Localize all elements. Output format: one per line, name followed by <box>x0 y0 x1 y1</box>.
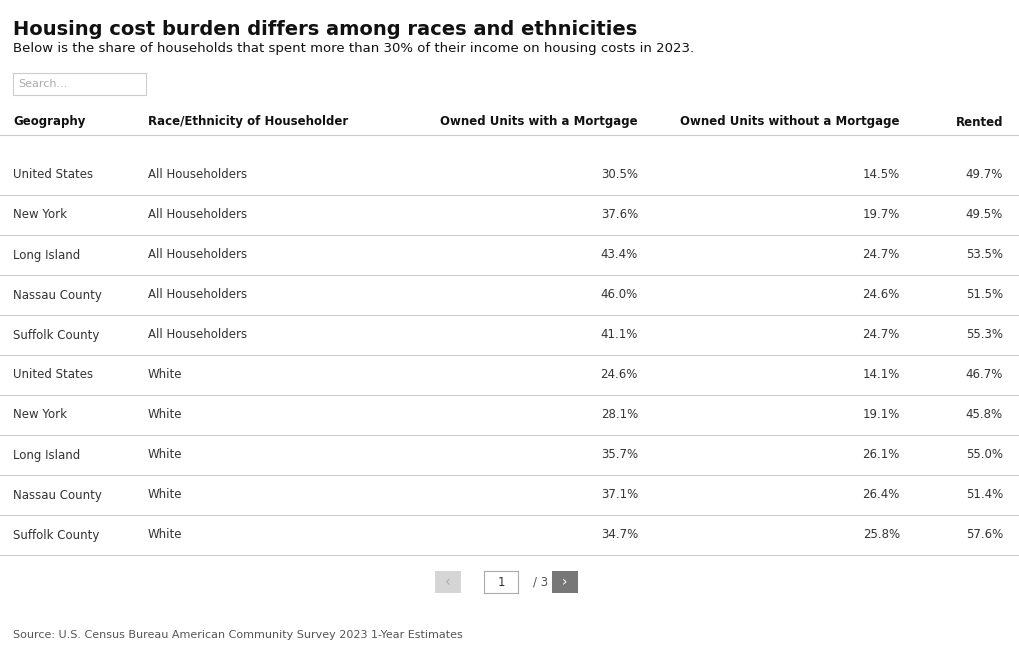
Text: / 3: / 3 <box>533 576 547 588</box>
Text: Nassau County: Nassau County <box>13 489 102 502</box>
Text: 14.5%: 14.5% <box>862 168 899 181</box>
Text: 57.6%: 57.6% <box>965 529 1002 542</box>
Text: Owned Units without a Mortgage: Owned Units without a Mortgage <box>680 115 899 128</box>
Text: White: White <box>148 449 182 462</box>
Text: 41.1%: 41.1% <box>600 329 637 341</box>
Text: 24.7%: 24.7% <box>862 329 899 341</box>
Text: 14.1%: 14.1% <box>862 369 899 381</box>
Text: United States: United States <box>13 369 93 381</box>
Text: 51.4%: 51.4% <box>965 489 1002 502</box>
Text: All Householders: All Householders <box>148 248 247 261</box>
Text: 26.4%: 26.4% <box>862 489 899 502</box>
Text: ›: › <box>561 575 568 589</box>
Text: 37.6%: 37.6% <box>600 208 637 221</box>
Text: Search...: Search... <box>18 79 67 89</box>
Text: 26.1%: 26.1% <box>862 449 899 462</box>
Text: White: White <box>148 369 182 381</box>
Text: 49.5%: 49.5% <box>965 208 1002 221</box>
Text: 46.0%: 46.0% <box>600 288 637 301</box>
Text: New York: New York <box>13 208 67 221</box>
Text: United States: United States <box>13 168 93 181</box>
Text: 19.7%: 19.7% <box>862 208 899 221</box>
Text: White: White <box>148 529 182 542</box>
Text: 45.8%: 45.8% <box>965 409 1002 422</box>
Text: New York: New York <box>13 409 67 422</box>
Text: 24.7%: 24.7% <box>862 248 899 261</box>
Text: Long Island: Long Island <box>13 449 81 462</box>
Text: Geography: Geography <box>13 115 86 128</box>
Text: Nassau County: Nassau County <box>13 288 102 301</box>
Text: Below is the share of households that spent more than 30% of their income on hou: Below is the share of households that sp… <box>13 42 694 55</box>
Text: 55.3%: 55.3% <box>965 329 1002 341</box>
Text: All Householders: All Householders <box>148 329 247 341</box>
Text: Owned Units with a Mortgage: Owned Units with a Mortgage <box>440 115 637 128</box>
Text: White: White <box>148 489 182 502</box>
Text: Source: U.S. Census Bureau American Community Survey 2023 1-Year Estimates: Source: U.S. Census Bureau American Comm… <box>13 630 463 640</box>
Text: Rented: Rented <box>955 115 1002 128</box>
Text: 46.7%: 46.7% <box>965 369 1002 381</box>
Text: All Householders: All Householders <box>148 168 247 181</box>
Text: 55.0%: 55.0% <box>965 449 1002 462</box>
Text: 43.4%: 43.4% <box>600 248 637 261</box>
Text: Race/Ethnicity of Householder: Race/Ethnicity of Householder <box>148 115 347 128</box>
Text: 24.6%: 24.6% <box>600 369 637 381</box>
Text: White: White <box>148 409 182 422</box>
Text: 28.1%: 28.1% <box>600 409 637 422</box>
Text: 34.7%: 34.7% <box>600 529 637 542</box>
Text: 1: 1 <box>497 576 504 588</box>
Text: Long Island: Long Island <box>13 248 81 261</box>
Text: 30.5%: 30.5% <box>600 168 637 181</box>
Text: All Householders: All Householders <box>148 208 247 221</box>
Text: 49.7%: 49.7% <box>965 168 1002 181</box>
Text: 24.6%: 24.6% <box>862 288 899 301</box>
Text: 35.7%: 35.7% <box>600 449 637 462</box>
Text: 19.1%: 19.1% <box>862 409 899 422</box>
Text: 37.1%: 37.1% <box>600 489 637 502</box>
Text: All Householders: All Householders <box>148 288 247 301</box>
Text: 25.8%: 25.8% <box>862 529 899 542</box>
Text: Suffolk County: Suffolk County <box>13 529 99 542</box>
Text: 51.5%: 51.5% <box>965 288 1002 301</box>
Text: ‹: ‹ <box>444 575 450 589</box>
Text: Housing cost burden differs among races and ethnicities: Housing cost burden differs among races … <box>13 20 637 39</box>
Text: 53.5%: 53.5% <box>965 248 1002 261</box>
Text: Suffolk County: Suffolk County <box>13 329 99 341</box>
